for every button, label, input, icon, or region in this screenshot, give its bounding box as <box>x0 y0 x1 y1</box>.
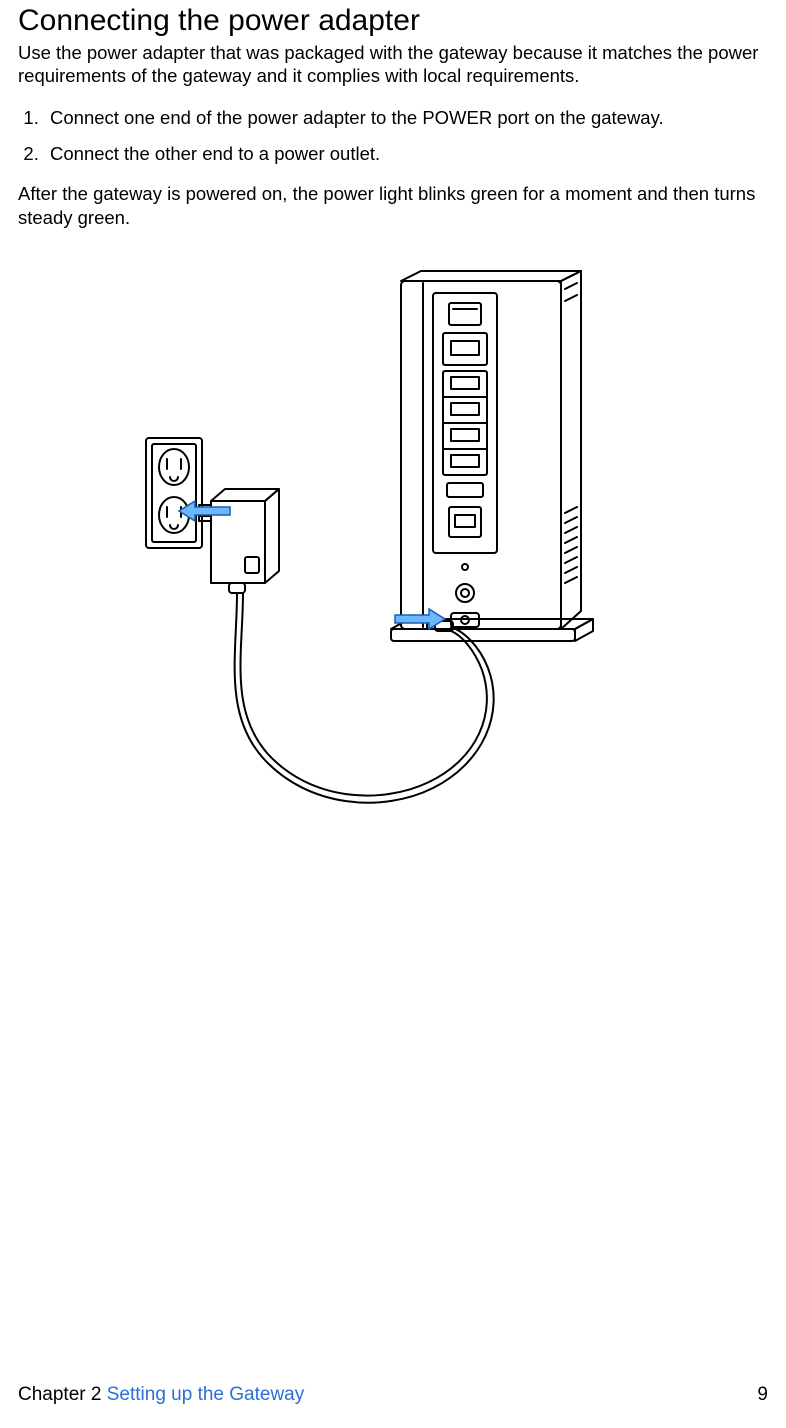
arrow-to-gateway-icon <box>395 609 445 629</box>
intro-paragraph: Use the power adapter that was packaged … <box>18 41 768 88</box>
steps-list: Connect one end of the power adapter to … <box>18 106 768 166</box>
power-adapter-icon <box>199 489 279 593</box>
footer-chapter-label: Chapter 2 <box>18 1384 107 1405</box>
footer-chapter-title: Setting up the Gateway <box>107 1384 305 1405</box>
wall-outlet-icon <box>146 438 202 548</box>
after-paragraph: After the gateway is powered on, the pow… <box>18 182 768 229</box>
step-item: Connect one end of the power adapter to … <box>44 106 768 130</box>
page-footer: Chapter 2 Setting up the Gateway 9 <box>18 1384 768 1406</box>
power-cable-icon <box>235 593 494 803</box>
gateway-device-icon <box>391 271 593 641</box>
step-item: Connect the other end to a power outlet. <box>44 142 768 166</box>
page-title: Connecting the power adapter <box>18 0 768 39</box>
power-adapter-diagram <box>133 253 653 853</box>
footer-page-number: 9 <box>757 1384 768 1406</box>
